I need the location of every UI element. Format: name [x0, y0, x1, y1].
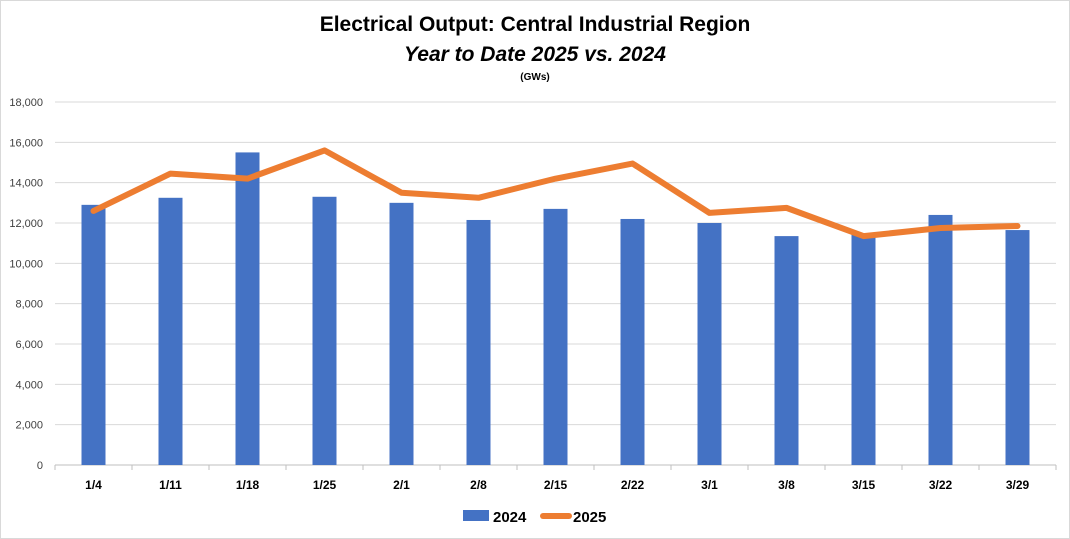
x-tick-label: 1/4: [85, 478, 102, 492]
x-tick-label: 3/1: [701, 478, 718, 492]
bar-2024: [389, 202, 414, 466]
legend-label-2024: 2024: [493, 509, 527, 526]
bar-2024: [851, 234, 876, 465]
bar-2024: [81, 204, 106, 465]
x-tick-label: 2/22: [621, 478, 645, 492]
x-tick-label: 2/15: [544, 478, 568, 492]
legend-swatch-2024: [463, 510, 489, 521]
y-tick-label: 6,000: [15, 339, 43, 351]
legend-label-2025: 2025: [573, 509, 606, 526]
x-tick-label: 3/8: [778, 478, 795, 492]
y-tick-label: 10,000: [9, 258, 43, 270]
bar-2024: [312, 196, 337, 466]
bar-2024: [158, 197, 183, 465]
x-tick-label: 2/1: [393, 478, 410, 492]
y-tick-label: 0: [37, 460, 43, 472]
bar-2024: [466, 219, 491, 465]
y-tick-label: 2,000: [15, 420, 43, 432]
bar-2024: [1005, 230, 1030, 465]
bar-2024: [928, 214, 953, 465]
y-tick-label: 12,000: [9, 218, 43, 230]
y-tick-label: 16,000: [9, 137, 43, 149]
x-tick-label: 1/18: [236, 478, 260, 492]
x-tick-label: 3/15: [852, 478, 876, 492]
y-tick-label: 4,000: [15, 379, 43, 391]
chart-subtitle: Year to Date 2025 vs. 2024: [404, 43, 666, 66]
y-tick-label: 14,000: [9, 178, 43, 190]
bar-2024: [620, 218, 645, 465]
bar-2024: [697, 223, 722, 465]
x-tick-label: 1/11: [159, 478, 182, 492]
x-tick-label: 2/8: [470, 478, 487, 492]
bar-2024: [543, 208, 568, 465]
x-tick-label: 3/29: [1006, 478, 1030, 492]
bar-2024: [774, 236, 799, 465]
bar-2024: [235, 152, 260, 465]
x-tick-label: 3/22: [929, 478, 953, 492]
y-tick-label: 8,000: [15, 299, 43, 311]
y-tick-label: 18,000: [9, 97, 43, 109]
chart-units: (GWs): [520, 72, 550, 83]
x-tick-label: 1/25: [313, 478, 337, 492]
chart-title: Electrical Output: Central Industrial Re…: [319, 13, 751, 36]
